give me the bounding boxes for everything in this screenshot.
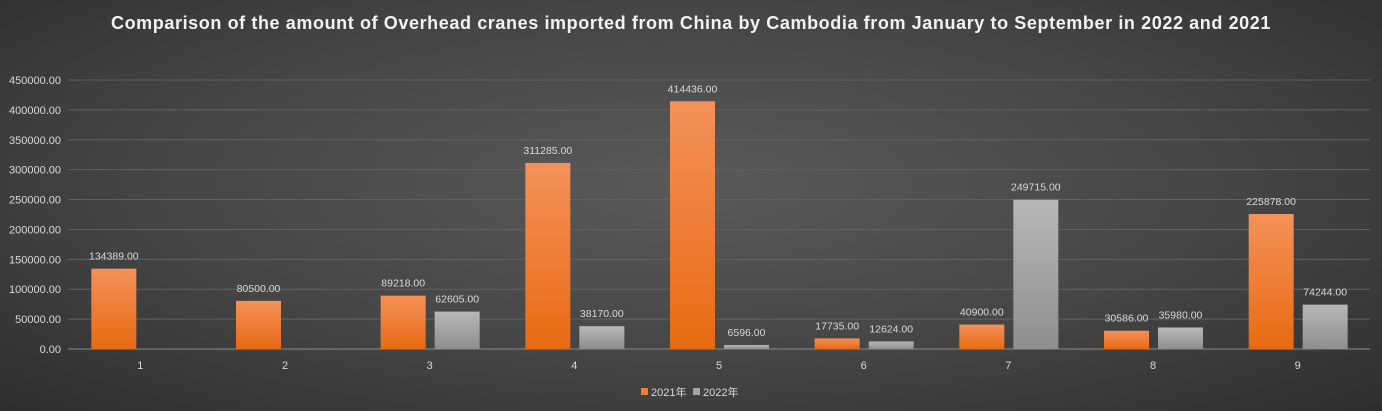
- legend-label: 2022年: [703, 385, 738, 399]
- data-label: 6596.00: [728, 327, 766, 339]
- bar-2022年: [434, 311, 480, 349]
- data-label: 40900.00: [960, 307, 1004, 319]
- bar-2021年: [236, 300, 281, 349]
- bar-2021年: [1248, 213, 1294, 349]
- x-tick-label: 4: [571, 360, 577, 372]
- legend-swatch: [641, 388, 648, 395]
- x-tick-label: 1: [137, 360, 143, 372]
- bar-2022年: [1302, 304, 1348, 349]
- y-tick-label: 200000.00: [9, 224, 61, 236]
- bar-2021年: [91, 268, 137, 349]
- data-label: 89218.00: [381, 278, 425, 290]
- bar-2022年: [868, 341, 914, 349]
- chart-title: Comparison of the amount of Overhead cra…: [110, 13, 1272, 33]
- y-tick-label: 450000.00: [9, 75, 61, 87]
- data-label: 414436.00: [668, 83, 718, 95]
- bar-2022年: [1158, 327, 1203, 349]
- y-tick-label: 400000.00: [9, 105, 61, 117]
- data-label: 134389.00: [89, 251, 139, 263]
- x-tick-label: 6: [861, 360, 867, 372]
- bar-2022年: [579, 326, 625, 349]
- data-label: 225878.00: [1246, 196, 1296, 208]
- y-tick-label: 300000.00: [9, 165, 61, 177]
- y-tick-label: 150000.00: [9, 254, 61, 266]
- data-label: 62605.00: [435, 294, 479, 306]
- data-label: 30586.00: [1105, 313, 1149, 325]
- x-tick-label: 8: [1150, 360, 1156, 372]
- x-tick-label: 3: [427, 360, 433, 372]
- bar-2021年: [1104, 330, 1149, 349]
- legend-label: 2021年: [651, 385, 686, 399]
- x-tick-label: 2: [282, 360, 288, 372]
- x-tick-label: 9: [1295, 360, 1301, 372]
- data-label: 80500.00: [237, 283, 281, 295]
- data-label: 249715.00: [1011, 182, 1061, 194]
- y-tick-label: 350000.00: [9, 135, 61, 147]
- bar-2022年: [1013, 199, 1059, 349]
- x-tick-label: 5: [716, 360, 722, 372]
- y-tick-label: 50000.00: [15, 314, 61, 326]
- data-label: 38170.00: [580, 308, 624, 320]
- bar-2022年: [724, 345, 769, 349]
- y-tick-label: 100000.00: [9, 284, 61, 296]
- bar-2021年: [670, 101, 715, 349]
- data-label: 35980.00: [1159, 309, 1203, 321]
- data-label: 17735.00: [815, 320, 859, 332]
- data-label: 12624.00: [869, 323, 913, 335]
- y-tick-label: 0.00: [40, 344, 61, 356]
- bar-2021年: [525, 162, 571, 349]
- x-tick-label: 7: [1005, 360, 1011, 372]
- y-tick-label: 250000.00: [9, 195, 61, 207]
- data-label: 74244.00: [1303, 287, 1347, 299]
- legend-swatch: [693, 388, 700, 395]
- bar-2021年: [959, 324, 1005, 349]
- data-label: 311285.00: [523, 145, 572, 157]
- bar-2021年: [814, 338, 860, 349]
- bar-2021年: [380, 295, 426, 349]
